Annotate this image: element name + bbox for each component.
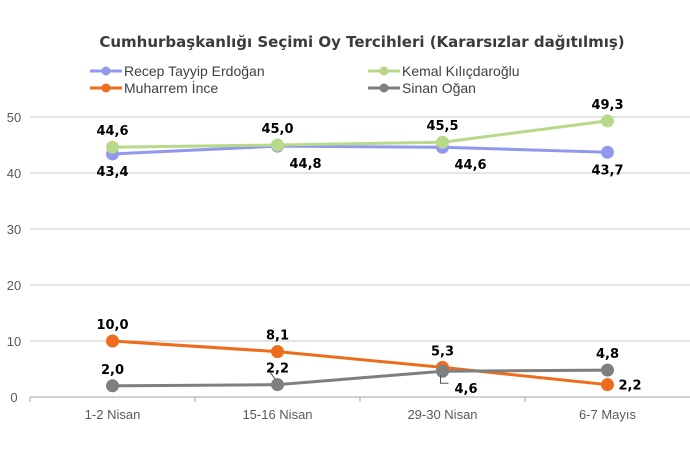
data-label: 2,2 <box>619 379 642 394</box>
x-tick-label: 15-16 Nisan <box>242 407 312 422</box>
legend: Recep Tayyip Erdoğan Kemal Kılıçdaroğlu Mu… <box>90 63 520 96</box>
y-tick-label: 20 <box>7 278 21 293</box>
data-point <box>271 378 284 392</box>
legend-label: Kemal Kılıçdaroğlu <box>402 63 520 79</box>
y-tick-label: 10 <box>7 334 21 349</box>
legend-item: Recep Tayyip Erdoğan <box>90 63 265 79</box>
y-tick-label: 30 <box>7 222 21 237</box>
series-group <box>106 114 614 393</box>
legend-item: Kemal Kılıçdaroğlu <box>368 63 520 79</box>
data-label: 2,0 <box>101 363 124 378</box>
series-line <box>112 368 608 388</box>
leader-line <box>440 375 449 384</box>
data-point <box>436 364 449 378</box>
data-label: 44,6 <box>455 158 487 173</box>
data-labels-group: 43,4 44,8 44,6 43,7 44,6 45,0 45,5 49,3 10,0 8,1 5… <box>96 98 641 397</box>
series-1 <box>106 114 614 154</box>
legend-item: Sinan Oğan <box>368 80 476 96</box>
data-label: 4,8 <box>596 347 619 362</box>
data-label: 4,6 <box>455 382 478 397</box>
data-label: 5,3 <box>431 344 454 359</box>
gridlines <box>30 116 690 398</box>
legend-marker <box>101 66 111 76</box>
data-label: 2,2 <box>266 362 289 377</box>
data-label: 49,3 <box>591 98 623 113</box>
legend-label: Sinan Oğan <box>402 80 476 96</box>
series-2 <box>106 334 614 392</box>
data-point <box>106 379 119 393</box>
y-tick-label: 0 <box>10 390 17 405</box>
x-axis: 1-2 Nisan 15-16 Nisan 29-30 Nisan 6-7 Mayıs <box>29 397 637 422</box>
chart-title: Cumhurbaşkanlığı Seçimi Oy Tercihleri (K… <box>99 33 624 51</box>
data-label: 44,8 <box>290 157 322 172</box>
y-axis-ticks: 0 10 20 30 40 50 <box>7 110 21 405</box>
legend-label: Muharrem İnce <box>124 79 218 96</box>
legend-marker <box>379 66 389 76</box>
data-label: 44,6 <box>96 124 128 139</box>
data-point <box>601 363 614 377</box>
series-line <box>112 339 608 387</box>
y-tick-label: 50 <box>7 110 21 125</box>
x-tick-label: 29-30 Nisan <box>407 407 477 422</box>
legend-marker <box>379 83 389 93</box>
data-label: 45,0 <box>261 122 293 137</box>
data-point <box>601 378 614 392</box>
x-tick-label: 6-7 Mayıs <box>579 407 637 422</box>
series-line <box>112 144 608 156</box>
data-point <box>106 334 119 348</box>
leader-line <box>270 372 276 380</box>
data-label: 8,1 <box>266 329 289 344</box>
legend-item: Muharrem İnce <box>90 79 218 96</box>
data-label: 10,0 <box>96 318 128 333</box>
data-label: 45,5 <box>426 119 458 134</box>
data-label: 43,4 <box>96 165 128 180</box>
series-line <box>112 119 608 149</box>
data-point <box>271 138 284 152</box>
legend-label: Recep Tayyip Erdoğan <box>124 63 265 79</box>
data-label: 43,7 <box>591 163 623 178</box>
data-point <box>436 135 449 149</box>
series-3 <box>106 363 614 393</box>
data-point <box>601 145 614 159</box>
data-point <box>601 114 614 128</box>
y-tick-label: 40 <box>7 166 21 181</box>
data-point <box>106 140 119 154</box>
x-tick-label: 1-2 Nisan <box>85 407 141 422</box>
legend-marker <box>101 83 111 93</box>
data-point <box>271 345 284 359</box>
